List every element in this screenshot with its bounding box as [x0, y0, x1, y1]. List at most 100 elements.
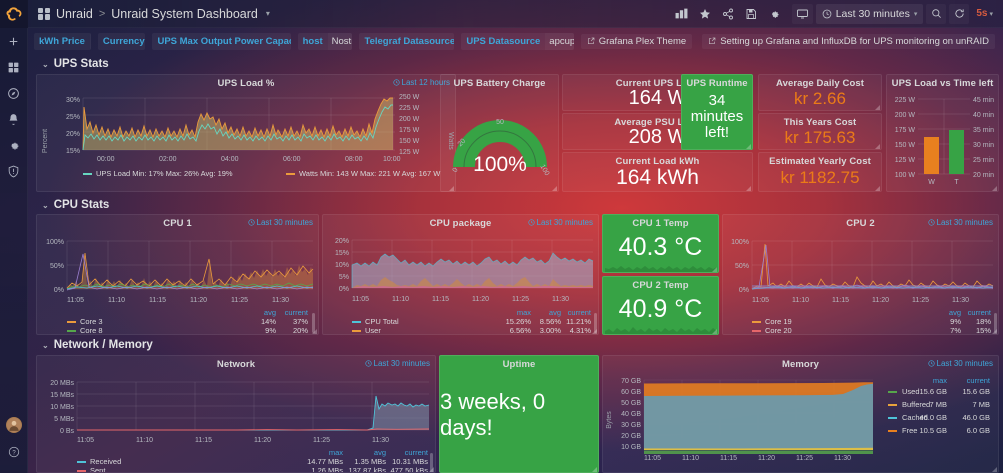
- chart-cpu-package: 20% 15% 10% 5% 0% 11:05 11:10 11:15 11:2…: [335, 238, 597, 334]
- panel-resize-handle[interactable]: [992, 329, 997, 334]
- panel-cpu-2-temp[interactable]: CPU 2 Temp 40.9 °C: [602, 276, 719, 335]
- panel-title: Average Daily Cost: [775, 78, 865, 89]
- variable-value[interactable]: 0.65▾: [89, 32, 91, 50]
- panel-resize-handle[interactable]: [449, 186, 454, 191]
- grafana-logo-icon[interactable]: [0, 0, 28, 28]
- refresh-interval-picker[interactable]: 5s ▾: [972, 4, 997, 24]
- chevron-down-icon[interactable]: ▾: [265, 9, 270, 18]
- stat-value: 40.9 °C: [618, 294, 703, 323]
- panel-ups-load-vs-time-left[interactable]: UPS Load vs Time left 225 W 200 W 175 W …: [886, 74, 999, 192]
- variable-kwh-price[interactable]: kWh Price 0.65▾: [34, 32, 91, 50]
- share-icon[interactable]: [718, 4, 738, 24]
- variable-ups-max-output-power-capacity[interactable]: UPS Max Output Power Capacity (Watt) 865…: [152, 32, 291, 50]
- chevron-down-icon: ▾: [913, 10, 918, 18]
- refresh-button[interactable]: [949, 3, 970, 24]
- panel-resize-handle[interactable]: [992, 467, 997, 472]
- panel-add-icon[interactable]: [671, 4, 692, 24]
- panel-ups-runtime[interactable]: UPS Runtime 34 minutes left!: [681, 74, 753, 150]
- svg-text:175 W: 175 W: [895, 127, 916, 134]
- panel-title: Current UPS Load: [615, 78, 700, 89]
- svg-text:11:25: 11:25: [231, 297, 248, 304]
- variable-value[interactable]: apcupsd-container▾: [545, 32, 574, 50]
- row-title: CPU Stats: [53, 199, 110, 211]
- chart-ups-load-percent: Percent Watts 30% 25% 20% 15% 250 W 225 …: [42, 94, 454, 178]
- panel-resize-handle[interactable]: [746, 186, 751, 191]
- svg-text:Received: Received: [90, 457, 121, 466]
- svg-text:?: ?: [12, 450, 16, 456]
- memory-y-axis-title: Bytes: [606, 411, 613, 429]
- panel-resize-handle[interactable]: [312, 329, 317, 334]
- variable-host[interactable]: host Nostromo▾: [297, 32, 353, 50]
- panel-current-load-kwh[interactable]: Current Load kWh 164 kWh: [562, 152, 753, 192]
- svg-text:200 W: 200 W: [399, 116, 420, 123]
- svg-text:15.26%: 15.26%: [506, 317, 532, 326]
- panel-memory[interactable]: Memory Last 30 minutes Bytes 70 GB 60 GB…: [602, 355, 999, 473]
- svg-text:15%: 15%: [976, 326, 991, 334]
- time-range-picker[interactable]: Last 30 minutes ▾: [815, 3, 924, 24]
- sidebar-item-explore[interactable]: [0, 80, 28, 106]
- stat-value: 208 W: [628, 125, 687, 148]
- breadcrumb-dashboard[interactable]: Unraid System Dashboard: [111, 6, 258, 21]
- sidebar-item-dashboards[interactable]: [0, 54, 28, 80]
- variable-ups-datasource[interactable]: UPS Datasource apcupsd-container▾: [461, 32, 574, 50]
- variable-currency[interactable]: Currency kr▾: [97, 32, 146, 50]
- stat-value: 34 minutes left!: [690, 92, 744, 141]
- sparkline-cpu-1-temp: [605, 266, 717, 272]
- svg-text:14%: 14%: [261, 317, 276, 326]
- row-header-ups-stats[interactable]: ⌄ UPS Stats: [34, 58, 109, 70]
- panel-ups-battery-charge[interactable]: UPS Battery Charge 0 20 50 100 100%: [440, 74, 559, 192]
- variable-telegraf-datasource[interactable]: Telegraf Datasource Telegraf▾: [359, 32, 455, 50]
- svg-text:11:30: 11:30: [834, 455, 851, 462]
- svg-text:W: W: [928, 179, 935, 186]
- panel-average-daily-cost[interactable]: Average Daily Cost kr 2.66: [758, 74, 882, 111]
- panel-resize-handle[interactable]: [712, 329, 717, 334]
- panel-resize-handle[interactable]: [875, 144, 880, 149]
- zoom-out-time-range-button[interactable]: [926, 3, 947, 24]
- panel-this-years-cost[interactable]: This Years Cost kr 175.63: [758, 113, 882, 150]
- svg-text:225 W: 225 W: [399, 105, 420, 112]
- variable-label: UPS Max Output Power Capacity (Watt): [152, 32, 291, 50]
- panel-cpu-1-temp[interactable]: CPU 1 Temp 40.3 °C: [602, 214, 719, 273]
- panel-ups-load-percent[interactable]: UPS Load % Last 12 hours Percent Watts 3…: [36, 74, 456, 192]
- dashboard-settings-gear-icon[interactable]: [764, 4, 784, 24]
- panel-time-range: Last 30 minutes: [927, 218, 993, 227]
- monitor-icon[interactable]: [791, 3, 813, 24]
- panel-resize-handle[interactable]: [875, 186, 880, 191]
- breadcrumb-root[interactable]: Unraid: [56, 6, 93, 21]
- panel-network[interactable]: Network Last 30 minutes 20 MBs 15 MBs 10…: [36, 355, 436, 473]
- row-title: Network / Memory: [53, 339, 153, 351]
- panel-resize-handle[interactable]: [712, 267, 717, 272]
- panel-cpu-2[interactable]: CPU 2 Last 30 minutes 100% 50% 0% 11:05 …: [722, 214, 999, 335]
- user-avatar[interactable]: [5, 417, 22, 433]
- panel-resize-handle[interactable]: [552, 186, 557, 191]
- sidebar-item-create[interactable]: [0, 28, 28, 54]
- sidebar-item-server-admin[interactable]: [0, 158, 28, 184]
- dashboard-link-ups-monitoring-guide[interactable]: Setting up Grafana and InfluxDB for UPS …: [702, 33, 995, 49]
- svg-text:11:25: 11:25: [796, 455, 813, 462]
- panel-cpu-package[interactable]: CPU package Last 30 minutes 20% 15% 10% …: [322, 214, 599, 335]
- panel-uptime[interactable]: Uptime 3 weeks, 0 days!: [439, 355, 599, 473]
- panel-estimated-yearly-cost[interactable]: Estimated Yearly Cost kr 1182.75: [758, 152, 882, 192]
- row-header-cpu-stats[interactable]: ⌄ CPU Stats: [34, 199, 109, 211]
- sidebar-item-configuration[interactable]: [0, 132, 28, 158]
- svg-text:10 GB: 10 GB: [621, 444, 641, 451]
- variable-value[interactable]: Nostromo▾: [327, 32, 353, 50]
- svg-text:11:10: 11:10: [392, 296, 409, 303]
- panel-resize-handle[interactable]: [875, 105, 880, 110]
- help-circle-icon[interactable]: ?: [0, 439, 28, 465]
- panel-resize-handle[interactable]: [429, 467, 434, 472]
- panel-resize-handle[interactable]: [592, 467, 597, 472]
- panel-resize-handle[interactable]: [992, 186, 997, 191]
- panel-resize-handle[interactable]: [592, 329, 597, 334]
- dashboard-link-grafana-plex-theme[interactable]: Grafana Plex Theme: [580, 33, 693, 49]
- panel-resize-handle[interactable]: [746, 144, 751, 149]
- row-header-network-memory[interactable]: ⌄ Network / Memory: [34, 339, 153, 351]
- sidebar-item-alerting[interactable]: [0, 106, 28, 132]
- svg-text:Buffered: Buffered: [902, 400, 930, 409]
- variable-label: Currency: [97, 32, 146, 50]
- star-icon[interactable]: [695, 4, 715, 24]
- save-disk-icon[interactable]: [741, 4, 761, 24]
- stat-value: 164 kWh: [616, 166, 699, 189]
- panel-cpu-1[interactable]: CPU 1 Last 30 minutes 100% 50% 0% 11:05 …: [36, 214, 319, 335]
